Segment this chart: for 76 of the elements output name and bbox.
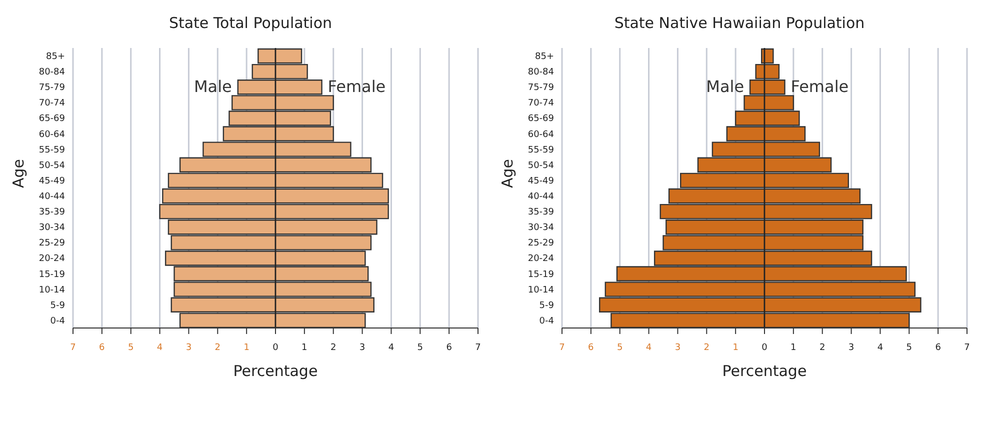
x-tick-label: 3 xyxy=(186,343,192,353)
x-tick-label: 0 xyxy=(762,343,768,353)
y-tick-label: 65-69 xyxy=(38,114,66,124)
series-label: Male xyxy=(194,76,232,97)
chart-title: State Native Hawaiian Population xyxy=(613,13,866,34)
x-tick-label: 6 xyxy=(588,343,594,353)
y-tick-label: 80-84 xyxy=(528,68,554,78)
y-tick-label: 65-69 xyxy=(528,114,554,124)
y-tick-label: 55-59 xyxy=(38,145,66,156)
x-tick-label: 5 xyxy=(616,343,623,353)
y-tick-label: 25-29 xyxy=(528,238,554,249)
x-tick-label: 7 xyxy=(70,343,76,353)
x-tick-label: 2 xyxy=(330,343,336,353)
x-tick-label: 1 xyxy=(790,343,796,353)
y-tick-label: 40-44 xyxy=(528,192,554,202)
y-tick-label: 0-4 xyxy=(539,316,554,326)
x-tick-label: 4 xyxy=(388,343,394,353)
series-label: Female xyxy=(790,76,849,97)
x-tick-label: 7 xyxy=(559,343,565,353)
x-tick-label: 5 xyxy=(128,343,134,353)
x-tick-label: 5 xyxy=(906,343,912,353)
y-tick-label: 85+ xyxy=(535,52,554,62)
x-tick-label: 0 xyxy=(272,343,279,353)
y-tick-label: 75-79 xyxy=(38,83,66,94)
x-axis-title: Percentage xyxy=(233,362,318,380)
x-tick-label: 5 xyxy=(417,343,424,353)
y-tick-label: 40-44 xyxy=(38,192,66,202)
y-tick-label: 5-9 xyxy=(50,300,66,311)
y-tick-label: 55-59 xyxy=(528,145,554,156)
x-tick-label: 6 xyxy=(446,343,452,353)
x-axis-title: Percentage xyxy=(722,362,807,380)
y-tick-label: 75-79 xyxy=(528,83,554,94)
x-tick-label: 7 xyxy=(964,343,970,353)
y-tick-label: 30-34 xyxy=(38,223,66,234)
x-tick-label: 2 xyxy=(819,343,826,353)
y-tick-label: 45-49 xyxy=(528,176,554,186)
x-tick-label: 2 xyxy=(214,343,221,353)
x-tick-label: 3 xyxy=(359,343,366,353)
y-tick-label: 30-34 xyxy=(528,223,554,234)
y-tick-label: 80-84 xyxy=(38,68,66,78)
y-tick-label: 35-39 xyxy=(528,208,554,218)
x-tick-label: 6 xyxy=(935,343,942,353)
y-tick-label: 15-19 xyxy=(528,270,554,280)
x-tick-label: 4 xyxy=(877,343,884,353)
x-tick-label: 4 xyxy=(646,343,652,353)
y-tick-label: 70-74 xyxy=(38,98,66,109)
x-tick-label: 2 xyxy=(704,343,710,353)
x-tick-label: 3 xyxy=(848,343,854,353)
x-tick-label: 1 xyxy=(302,343,308,353)
y-tick-label: 0-4 xyxy=(50,316,66,326)
series-label: Male xyxy=(706,76,744,97)
y-tick-label: 35-39 xyxy=(38,208,66,218)
y-tick-label: 50-54 xyxy=(38,160,66,171)
y-tick-label: 15-19 xyxy=(38,270,66,280)
x-tick-label: 1 xyxy=(244,343,250,353)
y-tick-label: 60-64 xyxy=(528,130,554,140)
y-tick-label: 45-49 xyxy=(38,176,66,186)
y-tick-label: 25-29 xyxy=(38,238,66,249)
y-axis-title: Age xyxy=(498,158,516,188)
y-tick-label: 60-64 xyxy=(38,130,66,140)
x-tick-label: 6 xyxy=(99,343,106,353)
chart-title: State Total Population xyxy=(168,13,334,34)
series-label: Female xyxy=(328,76,386,97)
y-tick-label: 10-14 xyxy=(38,285,66,296)
y-tick-label: 5-9 xyxy=(539,300,554,311)
y-axis-title: Age xyxy=(9,158,28,188)
y-tick-label: 85+ xyxy=(46,52,65,62)
x-tick-label: 1 xyxy=(732,343,738,353)
x-tick-label: 7 xyxy=(475,343,481,353)
y-tick-label: 20-24 xyxy=(38,254,66,264)
y-tick-label: 10-14 xyxy=(528,285,554,296)
y-tick-label: 50-54 xyxy=(528,160,554,171)
y-tick-label: 20-24 xyxy=(528,254,554,264)
x-tick-label: 4 xyxy=(156,343,163,353)
y-tick-label: 70-74 xyxy=(528,98,554,109)
x-tick-label: 3 xyxy=(674,343,681,353)
